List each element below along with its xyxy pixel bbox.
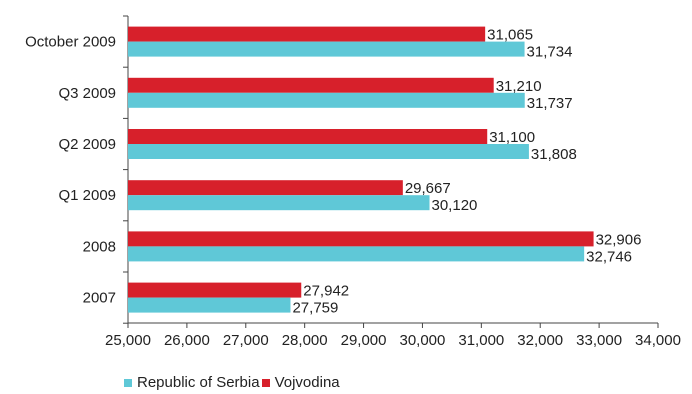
- data-label-republic-of-serbia-2008: 32,746: [586, 248, 632, 265]
- bar-republic-of-serbia-2007: [128, 297, 291, 313]
- x-tick-label: 33,000: [576, 332, 622, 349]
- x-tick-label: 29,000: [341, 332, 387, 349]
- data-label-republic-of-serbia-2007: 27,759: [292, 300, 338, 317]
- data-label-republic-of-serbia-q1-2009: 30,120: [432, 197, 478, 214]
- data-label-vojvodina-q2-2009: 31,100: [489, 129, 535, 146]
- bar-republic-of-serbia-october-2009: [128, 41, 525, 57]
- bar-vojvodina-october-2009: [128, 26, 486, 42]
- category-label-2008: 2008: [83, 238, 116, 255]
- legend-swatch-republic-of-serbia: [124, 378, 132, 387]
- legend: Republic of Serbia Vojvodina: [124, 374, 342, 391]
- legend-item-vojvodina: Vojvodina: [261, 374, 340, 391]
- data-label-republic-of-serbia-q3-2009: 31,737: [527, 95, 573, 112]
- x-tick-label: 27,000: [223, 332, 269, 349]
- x-tick-label: 30,000: [399, 332, 445, 349]
- legend-item-republic-of-serbia: Republic of Serbia: [124, 374, 260, 391]
- legend-label-vojvodina: Vojvodina: [274, 374, 340, 391]
- bar-vojvodina-q3-2009: [128, 77, 494, 93]
- data-label-vojvodina-2008: 32,906: [596, 231, 642, 248]
- category-label-q1-2009: Q1 2009: [58, 187, 116, 204]
- bar-republic-of-serbia-q2-2009: [128, 144, 529, 159]
- bar-vojvodina-2007: [128, 282, 302, 298]
- data-label-vojvodina-2007: 27,942: [303, 283, 349, 300]
- legend-swatch-vojvodina: [261, 378, 270, 387]
- bar-vojvodina-2008: [128, 231, 594, 247]
- x-tick-label: 31,000: [458, 332, 504, 349]
- x-tick-label: 34,000: [635, 332, 681, 349]
- bar-vojvodina-q2-2009: [128, 129, 488, 144]
- category-label-q2-2009: Q2 2009: [58, 136, 116, 153]
- bar-republic-of-serbia-q3-2009: [128, 92, 525, 108]
- data-label-republic-of-serbia-october-2009: 31,734: [527, 44, 573, 61]
- data-label-republic-of-serbia-q2-2009: 31,808: [531, 146, 577, 163]
- x-tick-label: 25,000: [105, 332, 151, 349]
- x-tick-label: 32,000: [517, 332, 563, 349]
- x-tick-label: 28,000: [282, 332, 328, 349]
- category-label-2007: 2007: [83, 290, 116, 307]
- bar-republic-of-serbia-2008: [128, 246, 585, 262]
- category-label-october-2009: October 2009: [25, 34, 116, 51]
- bar-vojvodina-q1-2009: [128, 180, 403, 196]
- data-label-vojvodina-q1-2009: 29,667: [405, 180, 451, 197]
- data-label-vojvodina-october-2009: 31,065: [487, 27, 533, 44]
- bar-republic-of-serbia-q1-2009: [128, 195, 430, 211]
- x-tick-label: 26,000: [164, 332, 210, 349]
- data-label-vojvodina-q3-2009: 31,210: [496, 78, 542, 95]
- category-label-q3-2009: Q3 2009: [58, 85, 116, 102]
- legend-label-republic-of-serbia: Republic of Serbia: [137, 374, 260, 391]
